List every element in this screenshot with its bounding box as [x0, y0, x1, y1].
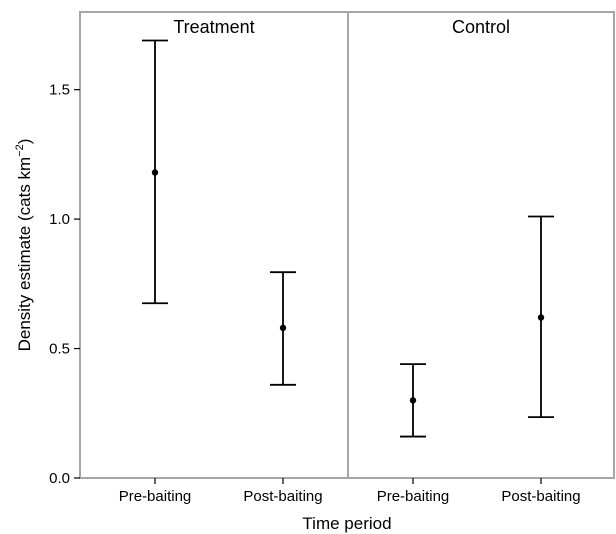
y-axis-title: Density estimate (cats km−2)	[14, 139, 34, 352]
y-tick-label: 0.0	[49, 470, 70, 487]
estimate-point-0-0	[151, 169, 159, 176]
chart-marks	[142, 39, 554, 438]
y-axis-title-sup: −2	[14, 144, 26, 157]
y-axis-title-main: Density estimate (cats km	[15, 157, 34, 352]
x-tick-label: Post-baiting	[501, 488, 580, 505]
panel-title-treatment: Treatment	[173, 17, 254, 37]
x-tick-label: Pre-baiting	[119, 488, 192, 505]
x-axis-title: Time period	[302, 514, 391, 533]
y-tick-label: 1.0	[49, 211, 70, 228]
y-axis-title-close: )	[15, 139, 34, 145]
x-tick-label: Post-baiting	[243, 488, 322, 505]
y-tick-label: 0.5	[49, 341, 70, 358]
y-axis: 0.0 0.5 1.0 1.5	[49, 82, 80, 487]
panel-treatment-frame	[79, 11, 349, 479]
x-axis: Pre-baiting Post-baiting Pre-baiting Post-b…	[119, 478, 581, 505]
estimate-point-1-0	[409, 397, 417, 404]
estimate-point-1-1	[537, 314, 545, 321]
panel-title-control: Control	[452, 17, 510, 37]
panel-control-frame	[347, 11, 615, 479]
x-tick-label: Pre-baiting	[377, 488, 450, 505]
estimate-point-0-1	[279, 324, 287, 332]
y-tick-label: 1.5	[49, 82, 70, 99]
